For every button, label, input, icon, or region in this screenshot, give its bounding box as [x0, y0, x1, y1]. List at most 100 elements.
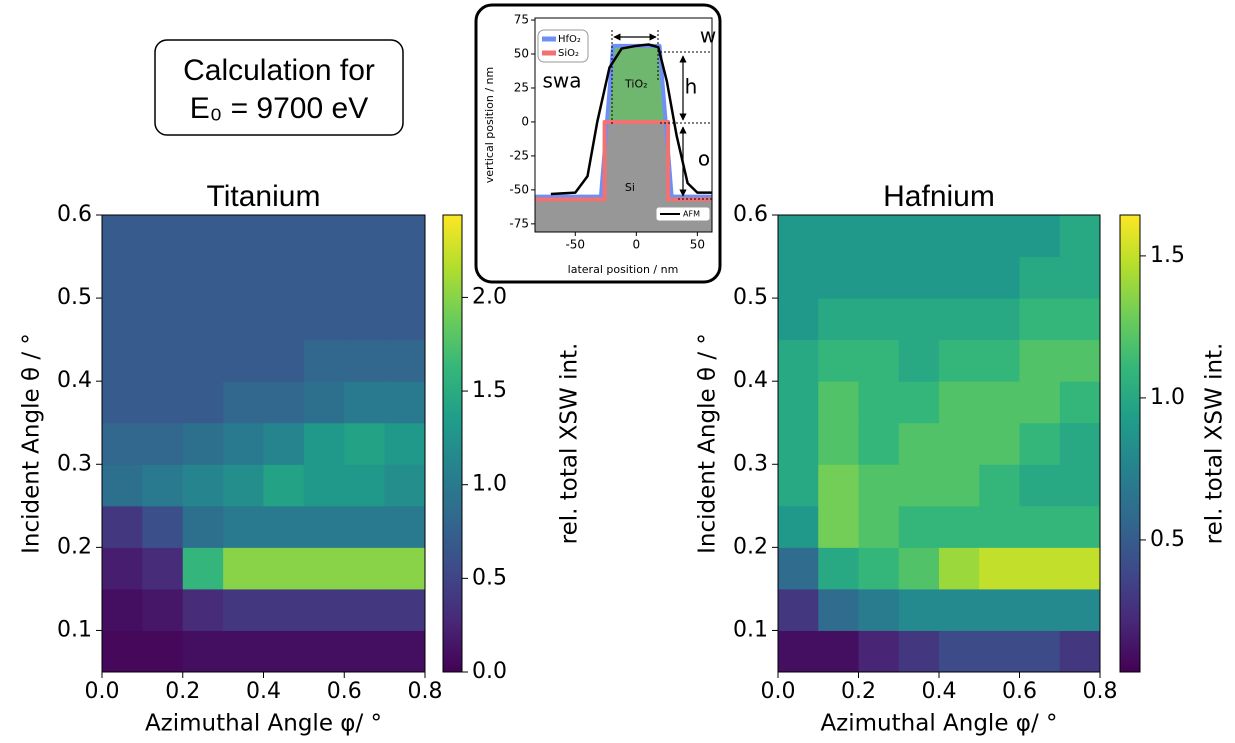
- y-tick-label: 0.6: [57, 202, 92, 227]
- heat-cell: [1019, 339, 1061, 382]
- heat-cell: [142, 339, 184, 382]
- heat-cell: [939, 381, 980, 424]
- heat-cell: [263, 422, 305, 465]
- heat-cell: [223, 588, 264, 631]
- heat-cell: [858, 381, 900, 424]
- heat-cell: [818, 547, 859, 590]
- heat-cell: [939, 464, 980, 507]
- x-tick-label: 0.0: [85, 679, 120, 704]
- heat-cell: [1019, 464, 1061, 507]
- heat-cell: [858, 505, 900, 548]
- x-axis-label: lateral position / nm: [568, 263, 679, 276]
- heat-cell: [979, 256, 1020, 299]
- heat-cell: [939, 588, 980, 631]
- heat-cell: [1019, 630, 1061, 673]
- heat-cell: [898, 339, 940, 382]
- heat-cell: [1059, 588, 1101, 631]
- heat-cell: [1059, 298, 1101, 341]
- heat-cell: [939, 422, 980, 465]
- region: [535, 121, 712, 232]
- heat-cell: [1019, 547, 1061, 590]
- heat-cell: [858, 339, 900, 382]
- heat-cell: [223, 381, 264, 424]
- y-tick-label: 0.4: [57, 368, 92, 393]
- heat-cell: [142, 630, 184, 673]
- y-tick-label: 0: [521, 114, 529, 128]
- y-tick-label: 0.5: [733, 285, 768, 310]
- heat-cell: [818, 422, 859, 465]
- heat-cell: [142, 505, 184, 548]
- y-tick-label: 0.6: [733, 202, 768, 227]
- colorbar-tick-label: 2.0: [472, 284, 507, 309]
- y-tick-label: 0.1: [57, 617, 92, 642]
- text-box: [154, 39, 404, 136]
- colorbar-tick-label: 0.5: [472, 565, 507, 590]
- heat-cell: [263, 339, 305, 382]
- heat-cell: [1059, 547, 1101, 590]
- y-tick-label: 0.2: [57, 534, 92, 559]
- heat-cell: [102, 256, 143, 299]
- heat-cell: [263, 298, 305, 341]
- legend-label: HfO₂: [558, 34, 581, 45]
- heat-cell: [344, 256, 386, 299]
- x-tick-label: 0.2: [841, 679, 876, 704]
- heat-cell: [818, 381, 859, 424]
- annotation: swa: [542, 69, 581, 93]
- heat-cell: [1019, 381, 1061, 424]
- heat-cell: [778, 588, 819, 631]
- annotation: h: [685, 75, 698, 99]
- heat-cell: [1059, 464, 1101, 507]
- heat-cell: [898, 422, 940, 465]
- heat-cell: [182, 215, 224, 258]
- heat-cell: [858, 215, 900, 258]
- heat-cell: [384, 630, 426, 673]
- chart-title: Titanium: [207, 180, 321, 213]
- heat-cell: [818, 215, 859, 258]
- heat-cell: [223, 505, 264, 548]
- annotation: w: [700, 24, 716, 48]
- x-tick-label: 0: [632, 238, 640, 252]
- y-tick-label: 0.2: [733, 534, 768, 559]
- heat-cell: [979, 298, 1020, 341]
- heat-cell: [142, 215, 184, 258]
- colorbar: [442, 214, 463, 673]
- heat-cell: [778, 464, 819, 507]
- heat-cell: [979, 464, 1020, 507]
- heat-cell: [142, 422, 184, 465]
- heat-cell: [898, 215, 940, 258]
- heat-cell: [263, 256, 305, 299]
- heat-cell: [263, 464, 305, 507]
- heat-cell: [182, 464, 224, 507]
- heat-cell: [898, 464, 940, 507]
- heat-cell: [1019, 505, 1061, 548]
- heat-cell: [1059, 256, 1101, 299]
- heat-cell: [303, 339, 345, 382]
- heat-cell: [898, 588, 940, 631]
- heat-cell: [182, 381, 224, 424]
- heat-cell: [939, 505, 980, 548]
- heat-cell: [1019, 422, 1061, 465]
- heat-cell: [142, 464, 184, 507]
- heat-cell: [818, 630, 859, 673]
- heat-cell: [979, 630, 1020, 673]
- heat-cell: [223, 256, 264, 299]
- heat-cell: [344, 339, 386, 382]
- heat-cell: [102, 588, 143, 631]
- heat-cell: [778, 505, 819, 548]
- heat-cell: [818, 298, 859, 341]
- heat-cell: [1019, 588, 1061, 631]
- heat-cell: [778, 630, 819, 673]
- x-axis-label: Azimuthal Angle φ/ °: [820, 711, 1057, 737]
- y-tick-label: 0.5: [57, 285, 92, 310]
- heat-cell: [858, 256, 900, 299]
- heat-cell: [1059, 630, 1101, 673]
- x-tick-label: 0.4: [922, 679, 957, 704]
- heat-cell: [384, 464, 426, 507]
- heat-cell: [384, 505, 426, 548]
- y-tick-label: 0.1: [733, 617, 768, 642]
- heat-cell: [182, 256, 224, 299]
- heat-cell: [979, 381, 1020, 424]
- inset: Si TiO₂ -50 0 50 -75 -50 -25 0 25 50 75 lateral posi…: [474, 3, 722, 284]
- heat-cell: [384, 298, 426, 341]
- heat-cell: [223, 339, 264, 382]
